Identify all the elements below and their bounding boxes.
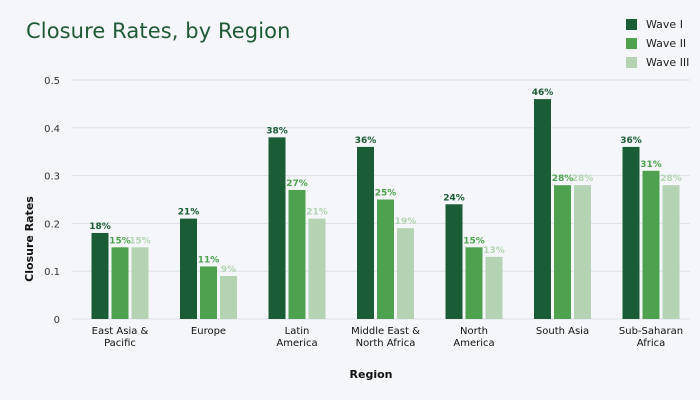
bar [131,247,149,319]
bar [220,275,237,319]
bar [268,137,286,319]
x-tick-label: Latin America [276,326,317,349]
bar [642,170,660,319]
bar [308,218,326,319]
data-label: 31% [640,160,662,170]
bar [534,99,551,320]
data-label: 19% [395,217,417,227]
legend-swatch-wave-2 [626,38,637,49]
legend-swatch-wave-3 [626,57,637,68]
data-label: 15% [109,236,131,246]
data-label: 46% [532,88,554,98]
legend-label-wave-3: Wave III [646,56,690,69]
bar [397,228,414,319]
y-tick-label: 0.5 [44,76,60,87]
bar [554,185,571,319]
bar [111,247,129,319]
data-label: 28% [552,174,574,184]
y-tick-label: 0.4 [44,124,60,135]
x-tick-labels: East Asia & Pacific Europe Latin America Midd… [92,326,683,349]
y-tick-label: 0 [54,315,60,326]
legend-item-wave-3: Wave III [626,53,689,72]
x-axis-label: Region [350,368,393,381]
bars [91,99,680,320]
legend-item-wave-1: Wave I [626,15,689,34]
x-tick-label: Middle East & North Africa [351,326,420,349]
legend-swatch-wave-1 [626,19,637,30]
y-axis-label: Closure Rates [23,196,36,282]
bar [445,204,463,319]
data-label: 21% [178,208,200,218]
legend-label-wave-1: Wave I [646,18,683,31]
bar [662,185,680,319]
legend-label-wave-2: Wave II [646,37,687,50]
y-tick-labels: 0 0.1 0.2 0.3 0.4 0.5 [44,76,60,326]
bar [574,185,591,319]
data-label: 18% [89,222,111,232]
data-label: 27% [286,179,308,189]
bar [622,146,640,319]
bar [485,256,503,319]
data-label: 15% [463,236,485,246]
x-tick-label: South Asia [536,326,589,337]
x-tick-label: East Asia & Pacific [92,326,149,349]
data-label: 9% [221,265,236,275]
data-label: 36% [355,136,377,146]
data-label: 28% [660,174,682,184]
x-tick-label: North America [453,326,494,349]
bar [200,266,217,319]
data-label: 15% [129,236,151,246]
x-tick-label: Europe [191,326,226,337]
data-label: 21% [306,208,328,218]
data-label: 13% [483,246,505,256]
legend: Wave I Wave II Wave III [626,15,689,72]
legend-item-wave-2: Wave II [626,34,689,53]
bar [357,146,374,319]
x-tick-label: Sub-Saharan Africa [619,326,683,349]
chart-title: Closure Rates, by Region [26,19,291,43]
data-label: 36% [620,136,642,146]
data-labels: 18%15%15%21%11%9%38%27%21%36%25%19%24%15… [89,88,682,275]
y-tick-label: 0.2 [44,219,60,230]
data-label: 25% [375,189,397,199]
data-label: 11% [198,255,220,265]
data-label: 28% [572,174,594,184]
bar [465,247,483,319]
bar [91,232,109,319]
y-tick-label: 0.1 [44,267,60,278]
bar [377,199,394,319]
bar [180,218,197,319]
bar [288,189,306,319]
data-label: 24% [443,193,465,203]
y-tick-label: 0.3 [44,172,60,183]
data-label: 38% [266,126,288,136]
